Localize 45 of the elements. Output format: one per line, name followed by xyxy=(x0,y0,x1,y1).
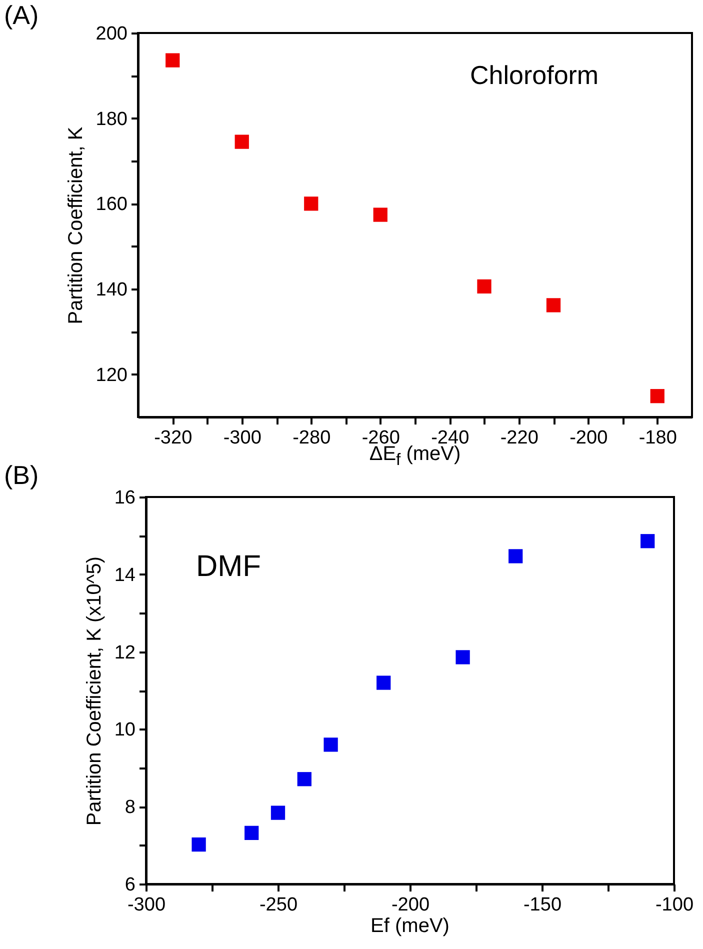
y-tick-label: 180 xyxy=(96,108,128,130)
x-tick-label: -300 xyxy=(127,894,166,916)
point xyxy=(546,298,561,312)
text: (A) xyxy=(4,0,39,31)
y-tick-label: 10 xyxy=(114,720,136,741)
y-tick-label: 200 xyxy=(96,24,128,44)
y-tick-label: 6 xyxy=(124,874,136,896)
x-tick-label: -320 xyxy=(154,428,192,448)
point xyxy=(192,837,206,852)
y-tick-label: 16 xyxy=(114,488,136,508)
point xyxy=(373,208,388,222)
x-tick-label: -200 xyxy=(570,428,608,448)
x-tick-label: -280 xyxy=(292,428,331,448)
y-tick-label: 12 xyxy=(114,642,136,664)
y-tick-label: 140 xyxy=(96,280,128,300)
point xyxy=(477,279,492,294)
x-tick-label: -100 xyxy=(655,894,694,916)
x-tick-label: -150 xyxy=(523,894,562,916)
x-tick-label: -200 xyxy=(391,894,430,916)
point xyxy=(304,196,318,211)
y-axis-title: Partition Coefficient, K (x10^5) xyxy=(83,556,106,826)
point xyxy=(297,772,312,786)
y-tick-label: 160 xyxy=(96,194,128,216)
annotation: DMF xyxy=(196,550,261,584)
y-axis-title: Partition Coefficient, K xyxy=(64,126,87,324)
y-tick-label: 14 xyxy=(114,564,136,586)
x-axis-title: Ef (meV) xyxy=(370,914,450,938)
point xyxy=(508,549,523,564)
point xyxy=(640,534,655,548)
point xyxy=(376,676,391,690)
point xyxy=(270,806,286,820)
point xyxy=(324,738,338,752)
point xyxy=(650,389,664,404)
x-tick-label: -300 xyxy=(223,428,262,448)
text: (B) xyxy=(4,460,39,491)
y-tick-label: 120 xyxy=(96,364,128,386)
point xyxy=(456,650,470,664)
x-tick-label: -220 xyxy=(500,428,538,448)
y-tick-label: 8 xyxy=(124,797,136,818)
x-tick-label: -180 xyxy=(638,428,677,448)
annotation: Chloroform xyxy=(470,60,599,91)
point xyxy=(244,826,259,840)
point xyxy=(234,134,249,149)
x-tick-label: -250 xyxy=(259,894,298,916)
point xyxy=(166,53,180,68)
